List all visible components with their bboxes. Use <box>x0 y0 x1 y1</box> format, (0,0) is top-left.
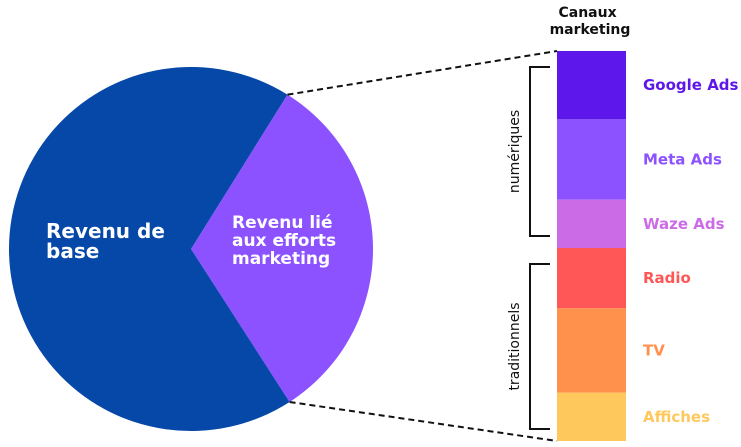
pie-label-line: Revenu de <box>46 219 165 243</box>
channel-groups: numériques traditionnels <box>507 66 550 430</box>
bar-label-affiches: Affiches <box>643 408 710 426</box>
group-label-numeriques: numériques <box>507 110 523 193</box>
pie-slice-revenu-de-base <box>8 66 290 431</box>
bar-segment-waze-ads <box>557 199 626 249</box>
bar-segment-radio <box>557 248 626 309</box>
connector-lines <box>287 50 558 442</box>
stack-title-line-1: Canaux <box>558 5 616 21</box>
pie-label-line: base <box>46 239 99 263</box>
connector-line-bottom <box>289 400 558 442</box>
pie-label-revenu-lie-aux-efforts-marketing: Revenu lié aux efforts marketing <box>232 213 336 269</box>
bracket-traditionnels <box>529 263 550 430</box>
bar-label-meta-ads: Meta Ads <box>643 151 722 169</box>
bar-segment-meta-ads <box>557 119 626 200</box>
stack-title-line-2: marketing <box>550 22 631 38</box>
bar-segment-google-ads <box>557 51 626 120</box>
pie-slice-revenu-lie-aux-efforts-marketing <box>191 94 373 402</box>
bar-segment-tv <box>557 308 626 393</box>
pie-label-line: aux efforts <box>232 231 336 251</box>
bar-label-radio: Radio <box>643 269 691 287</box>
revenue-pie: Revenu de base Revenu lié aux efforts market… <box>8 66 373 431</box>
connector-line-top <box>287 50 558 96</box>
channel-stack: Google Ads Meta Ads Waze Ads Radio TV Affiche… <box>557 51 739 441</box>
pie-label-line: marketing <box>232 249 330 269</box>
bar-label-waze-ads: Waze Ads <box>643 215 725 233</box>
group-label-traditionnels: traditionnels <box>507 302 523 390</box>
pie-label-revenu-de-base: Revenu de base <box>46 219 165 263</box>
pie-label-line: Revenu lié <box>232 213 333 233</box>
bar-label-google-ads: Google Ads <box>643 76 739 94</box>
bar-segment-affiches <box>557 392 626 441</box>
bracket-numeriques <box>529 66 550 238</box>
bar-label-tv: TV <box>643 342 665 360</box>
stack-title: Canaux marketing <box>550 5 631 38</box>
